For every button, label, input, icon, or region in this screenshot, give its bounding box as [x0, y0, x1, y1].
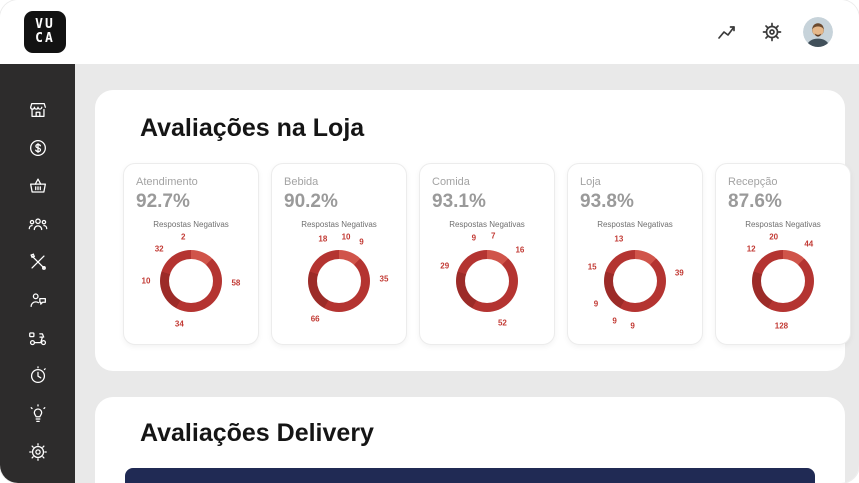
delivery-section-title: Avaliações Delivery	[140, 419, 374, 447]
metric-percent: 92.7%	[136, 191, 190, 212]
donut-value-label: 9	[593, 299, 599, 308]
store-metric-cards: Atendimento 92.7% Respostas Negativas 2 32 10…	[123, 163, 851, 345]
settings-gear-icon[interactable]	[759, 19, 785, 45]
vuca-logo[interactable]: VU CA	[24, 11, 66, 53]
topbar: VU CA	[0, 0, 859, 64]
basket-icon	[29, 178, 46, 193]
metric-title: Bebida	[284, 176, 319, 188]
donut-value-label: 2	[180, 232, 186, 242]
donut-ring	[752, 250, 814, 312]
metric-card-loja[interactable]: Loja 93.8% Respostas Negativas 13 15 9 9 9 39	[567, 163, 703, 345]
logo-line-1: VU	[35, 17, 55, 33]
sidebar-gear-icon	[28, 443, 47, 461]
negative-responses-label: Respostas Negativas	[301, 220, 377, 229]
donut-value-label: 9	[471, 233, 477, 243]
donut-value-label: 10	[141, 276, 151, 286]
donut-value-label: 66	[310, 314, 320, 324]
donut-value-label: 9	[612, 316, 617, 326]
negative-responses-donut: 2 32 10 34 58	[136, 229, 246, 333]
donut-value-label: 32	[154, 244, 164, 254]
sidebar-nav	[0, 64, 75, 483]
utensils-tools-icon	[29, 253, 46, 270]
negative-responses-donut: 13 15 9 9 9 39	[580, 229, 690, 333]
donut-value-label: 29	[440, 261, 450, 271]
metric-card-atendimento[interactable]: Atendimento 92.7% Respostas Negativas 2 32 10…	[123, 163, 259, 345]
store-ratings-panel: Avaliações na Loja Atendimento 92.7% Respo…	[95, 90, 851, 371]
negative-responses-donut: 9 7 16 29 52	[432, 229, 542, 333]
donut-value-label: 44	[804, 239, 814, 249]
donut-value-label: 58	[231, 278, 241, 288]
negative-responses-label: Respostas Negativas	[597, 220, 673, 229]
donut-value-label: 16	[515, 245, 525, 255]
donut-value-label: 39	[674, 268, 684, 278]
metric-card-comida[interactable]: Comida 93.1% Respostas Negativas 9 7 16 29 52	[419, 163, 555, 345]
donut-value-label: 18	[318, 234, 328, 244]
store-section-title: Avaliações na Loja	[140, 114, 365, 142]
sidebar-item-basket[interactable]	[21, 174, 55, 198]
negative-responses-donut: 18 10 9 66 35	[284, 229, 394, 333]
metric-card-recepção[interactable]: Recepção 87.6% Respostas Negativas 12 20 44 12…	[715, 163, 851, 345]
metric-title: Recepção	[728, 176, 778, 188]
metric-title: Atendimento	[136, 176, 198, 188]
donut-value-label: 128	[774, 321, 789, 331]
sidebar-item-tools[interactable]	[21, 250, 55, 274]
sidebar-item-settings[interactable]	[21, 440, 55, 464]
sidebar-item-team[interactable]	[21, 212, 55, 236]
delivery-time-icon	[30, 366, 46, 384]
donut-value-label: 12	[746, 244, 756, 254]
topbar-actions	[715, 17, 833, 47]
storefront-icon	[29, 102, 46, 118]
metric-percent: 93.1%	[432, 191, 486, 212]
metric-card-bebida[interactable]: Bebida 90.2% Respostas Negativas 18 10 9 66 35	[271, 163, 407, 345]
donut-value-label: 10	[341, 232, 351, 242]
sidebar-item-delivery-scooter[interactable]	[21, 326, 55, 350]
donut-ring	[160, 250, 222, 312]
donut-ring	[604, 250, 666, 312]
support-agent-icon	[29, 293, 46, 308]
negative-responses-label: Respostas Negativas	[745, 220, 821, 229]
dollar-icon	[29, 140, 46, 156]
idea-bulb-icon	[30, 404, 45, 422]
negative-responses-label: Respostas Negativas	[153, 220, 229, 229]
donut-value-label: 15	[587, 262, 597, 272]
delivery-ratings-panel: Avaliações Delivery	[95, 397, 845, 483]
delivery-scooter-icon	[28, 332, 46, 346]
donut-value-label: 9	[630, 321, 635, 331]
metric-percent: 90.2%	[284, 191, 338, 212]
donut-value-label: 20	[769, 232, 779, 242]
main-content: Avaliações na Loja Atendimento 92.7% Respo…	[75, 64, 859, 483]
metric-percent: 93.8%	[580, 191, 634, 212]
delivery-chart-bar	[125, 468, 815, 483]
donut-ring	[456, 250, 518, 312]
donut-value-label: 52	[497, 318, 507, 328]
team-icon	[28, 218, 47, 231]
donut-value-label: 34	[174, 319, 184, 329]
logo-line-2: CA	[35, 31, 55, 46]
sidebar-item-delivery-time[interactable]	[21, 364, 55, 388]
donut-value-label: 35	[379, 274, 389, 284]
user-avatar[interactable]	[803, 17, 833, 47]
analytics-chart-icon[interactable]	[715, 19, 741, 45]
sidebar-item-idea[interactable]	[21, 402, 55, 426]
metric-percent: 87.6%	[728, 191, 782, 212]
donut-value-label: 9	[359, 237, 364, 247]
sidebar-item-finance[interactable]	[21, 136, 55, 160]
donut-value-label: 7	[491, 231, 496, 241]
metric-title: Comida	[432, 176, 470, 188]
sidebar-item-support[interactable]	[21, 288, 55, 312]
negative-responses-donut: 12 20 44 128	[728, 229, 838, 333]
sidebar-item-store[interactable]	[21, 98, 55, 122]
negative-responses-label: Respostas Negativas	[449, 220, 525, 229]
donut-value-label: 13	[614, 234, 624, 244]
donut-ring	[308, 250, 370, 312]
metric-title: Loja	[580, 176, 601, 188]
